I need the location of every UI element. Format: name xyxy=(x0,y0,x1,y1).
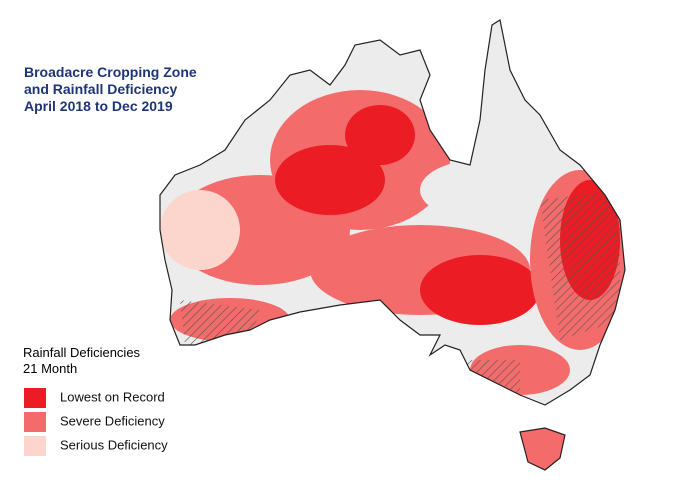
legend-label: Serious Deficiency xyxy=(60,437,168,452)
legend-swatch xyxy=(24,436,46,456)
legend-title: Rainfall Deficiencies xyxy=(23,345,141,360)
title-line: and Rainfall Deficiency xyxy=(24,81,177,97)
legend-label: Lowest on Record xyxy=(60,389,165,404)
legend-swatch xyxy=(24,388,46,408)
tasmania xyxy=(519,427,566,471)
australia xyxy=(159,19,626,471)
title-line: Broadacre Cropping Zone xyxy=(24,64,197,80)
title-line: April 2018 to Dec 2019 xyxy=(24,98,173,114)
legend-title: 21 Month xyxy=(23,361,77,376)
deficiency-areas xyxy=(160,90,625,395)
legend-label: Severe Deficiency xyxy=(60,413,165,428)
legend-swatch xyxy=(24,412,46,432)
